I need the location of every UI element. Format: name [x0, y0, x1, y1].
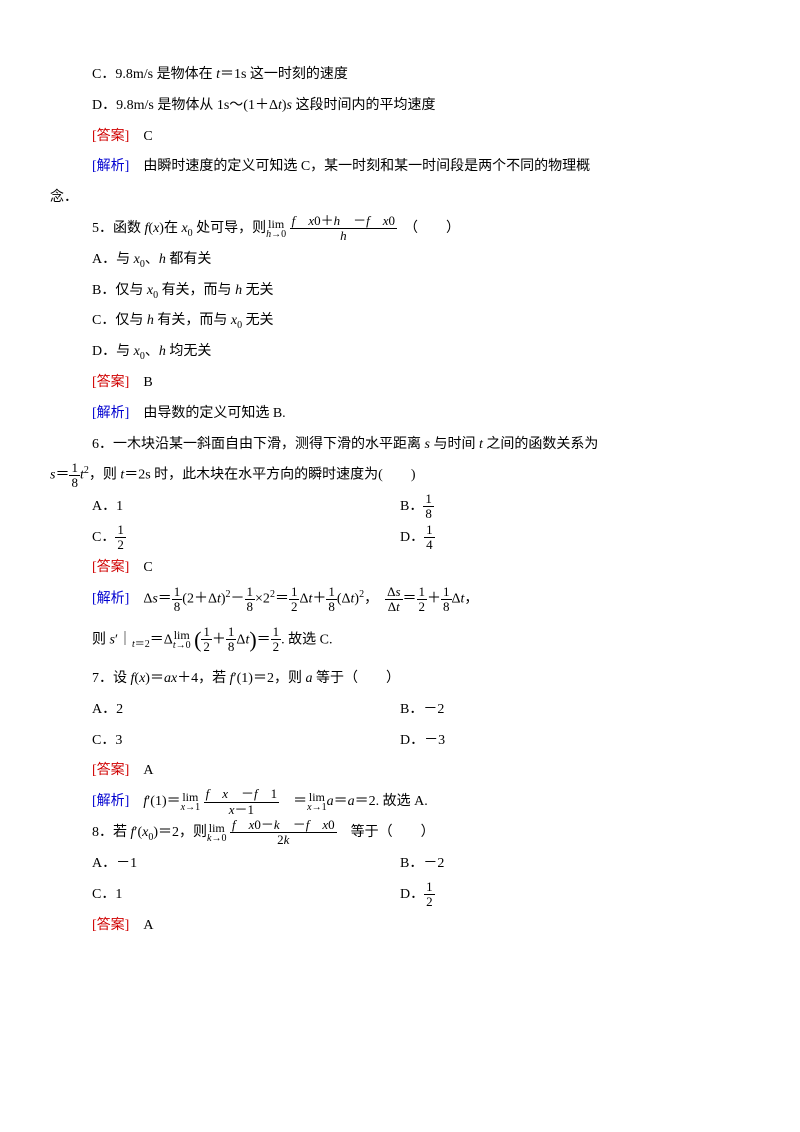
text-line: [解析] 由瞬时速度的定义可知选 C，某一时刻和某一时间段是两个不同的物理概 — [50, 152, 750, 183]
option-right: D．12 — [400, 880, 750, 911]
option-left: A．1 — [50, 492, 400, 523]
text-line: C．9.8m/s 是物体在 t＝1s 这一时刻的速度 — [50, 60, 750, 91]
text-line: C．仅与 h 有关，而与 x0 无关 — [50, 306, 750, 337]
option-right: B．－2 — [400, 849, 750, 880]
option-row: C．3D．－3 — [50, 726, 750, 757]
text-line: 念． — [50, 183, 750, 214]
text-line: [答案] B — [50, 368, 750, 399]
text-line: [解析] 由导数的定义可知选 B. — [50, 399, 750, 430]
text-line: [答案] A — [50, 911, 750, 942]
document-content: C．9.8m/s 是物体在 t＝1s 这一时刻的速度D．9.8m/s 是物体从 … — [50, 60, 750, 941]
option-left: C．1 — [50, 880, 400, 911]
text-line: [答案] A — [50, 756, 750, 787]
text-line: [答案] C — [50, 553, 750, 584]
option-left: C．12 — [50, 523, 400, 554]
option-left: C．3 — [50, 726, 400, 757]
option-right: D．－3 — [400, 726, 750, 757]
text-line: 则 s′｜t＝2＝Δlimt→0 (12＋18Δt)＝12. 故选 C. — [50, 616, 750, 664]
option-row: A．2B．－2 — [50, 695, 750, 726]
text-line: A．与 x0、h 都有关 — [50, 245, 750, 276]
option-right: B．18 — [400, 492, 750, 523]
option-row: A．1B．18 — [50, 492, 750, 523]
text-line: 8．若 f′(x0)＝2，则limk→0 f x0－k －f x02k 等于（ … — [50, 818, 750, 849]
text-line: 5．函数 f(x)在 x0 处可导，则limh→0 f x0＋h －f x0h … — [50, 214, 750, 245]
text-line: 7．设 f(x)＝ax＋4，若 f′(1)＝2，则 a 等于（ ） — [50, 664, 750, 695]
text-line: D．与 x0、h 均无关 — [50, 337, 750, 368]
option-row: A．－1B．－2 — [50, 849, 750, 880]
text-line: [解析] f′(1)＝limx→1 f x －f 1x－1 ＝limx→1a＝a… — [50, 787, 750, 818]
text-line: D．9.8m/s 是物体从 1s～(1＋Δt)s 这段时间内的平均速度 — [50, 91, 750, 122]
option-row: C．12D．14 — [50, 523, 750, 554]
text-line: s＝18t2，则 t＝2s 时，此木块在水平方向的瞬时速度为( ) — [50, 460, 750, 491]
text-line: [答案] C — [50, 122, 750, 153]
option-right: D．14 — [400, 523, 750, 554]
text-line: 6．一木块沿某一斜面自由下滑，测得下滑的水平距离 s 与时间 t 之间的函数关系… — [50, 430, 750, 461]
option-left: A．2 — [50, 695, 400, 726]
text-line: B．仅与 x0 有关，而与 h 无关 — [50, 276, 750, 307]
option-left: A．－1 — [50, 849, 400, 880]
option-right: B．－2 — [400, 695, 750, 726]
text-line: [解析] Δs＝18(2＋Δt)2－18×22＝12Δt＋18(Δt)2， Δs… — [50, 584, 750, 615]
option-row: C．1D．12 — [50, 880, 750, 911]
